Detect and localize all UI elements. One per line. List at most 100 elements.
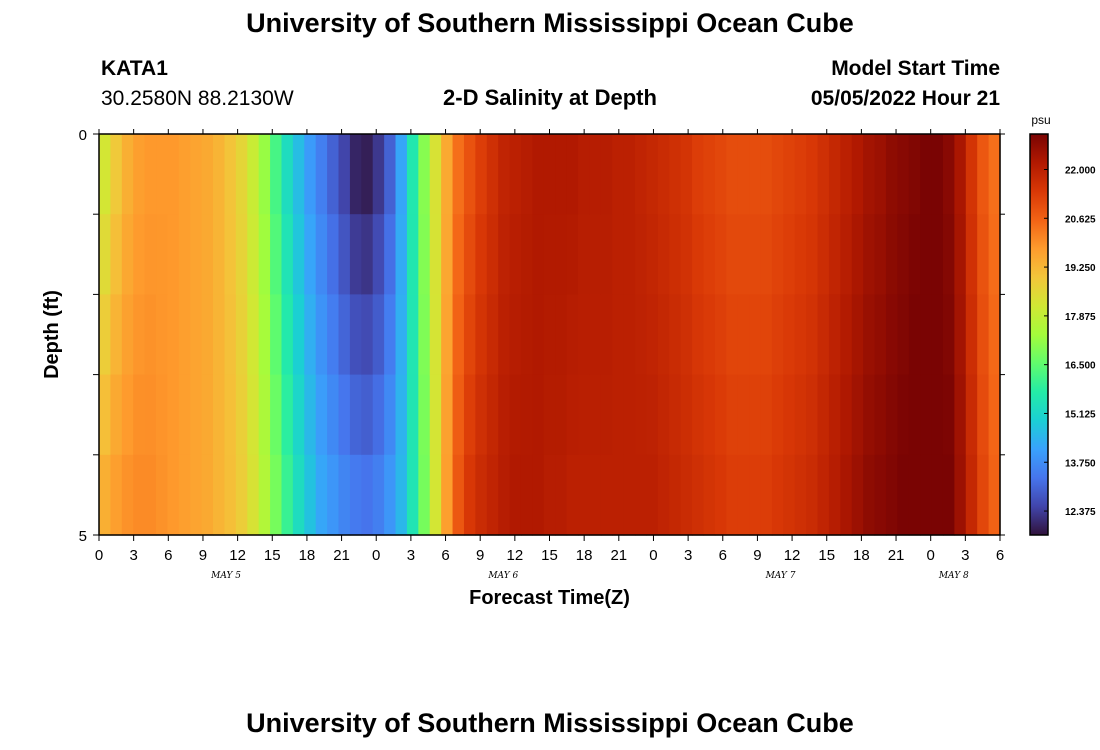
heatmap-cell: [977, 294, 990, 376]
heatmap-cell: [840, 214, 853, 295]
heatmap-cell: [235, 214, 248, 295]
heatmap-cell: [486, 454, 499, 536]
heatmap-cell: [315, 214, 328, 295]
heatmap-cell: [441, 134, 454, 215]
heatmap-cell: [121, 214, 134, 295]
heatmap-cell: [908, 134, 921, 215]
x-tick-labels: 0 3 6 9 12 15 18 21 0 3 6 9 12 15 18 21 0 3 6 9 12 15 18 21 0 3 6: [95, 547, 1004, 564]
heatmap-cell: [977, 214, 990, 295]
x-tick-label: 0: [649, 547, 657, 564]
heatmap-cell: [395, 214, 408, 295]
heatmap-cell: [361, 134, 374, 215]
heatmap-cell: [144, 134, 157, 215]
heatmap-cell: [726, 454, 739, 536]
heatmap-cell: [99, 294, 112, 376]
heatmap-cell: [281, 454, 294, 536]
heatmap-cell: [692, 374, 705, 456]
heatmap-cell: [635, 294, 648, 376]
heatmap-cell: [931, 294, 944, 376]
x-tick-label: 12: [229, 547, 246, 564]
heatmap-cell: [988, 214, 1001, 295]
heatmap-cell: [623, 294, 636, 376]
heatmap-cell: [771, 294, 784, 376]
heatmap-cell: [988, 134, 1001, 215]
colorbar-ticks: 22.000 20.625 19.250 17.875 16.500 15.125 13.7…: [1044, 165, 1096, 518]
heatmap-cell: [167, 374, 180, 456]
x-tick-label: 6: [164, 547, 172, 564]
heatmap-cell: [669, 454, 682, 536]
heatmap-cell: [156, 374, 169, 456]
heatmap-cell: [714, 374, 727, 456]
heatmap-cell: [555, 374, 568, 456]
heatmap-cell: [258, 374, 271, 456]
heatmap-cell: [395, 374, 408, 456]
date-labels: MAY 5 MAY 6 MAY 7 MAY 8: [210, 571, 969, 581]
heatmap-cell: [224, 214, 237, 295]
y-tick-label: 5: [79, 528, 87, 545]
heatmap-cell: [942, 374, 955, 456]
heatmap-cell: [315, 134, 328, 215]
heatmap-cell: [646, 134, 659, 215]
heatmap-cell: [692, 214, 705, 295]
heatmap-cell: [178, 454, 191, 536]
heatmap-cell: [623, 374, 636, 456]
heatmap-cell: [475, 294, 488, 376]
heatmap-cell: [783, 134, 796, 215]
heatmap-cell: [213, 374, 226, 456]
heatmap-cell: [167, 294, 180, 376]
heatmap-cell: [498, 134, 511, 215]
heatmap-cell: [589, 374, 602, 456]
heatmap-cell: [874, 214, 887, 295]
heatmap-cell: [349, 214, 362, 295]
heatmap-cell: [600, 374, 613, 456]
heatmap-cell: [498, 214, 511, 295]
heatmap-cell: [406, 214, 419, 295]
x-tick-label: 3: [129, 547, 137, 564]
heatmap-cell: [623, 214, 636, 295]
heatmap-cell: [144, 294, 157, 376]
x-tick-label: 21: [610, 547, 627, 564]
heatmap-cell: [509, 214, 522, 295]
heatmap-cell: [532, 294, 545, 376]
heatmap-cell: [201, 214, 214, 295]
heatmap-cell: [817, 214, 830, 295]
heatmap-cell: [463, 454, 476, 536]
heatmap-cell: [965, 454, 978, 536]
heatmap-cell: [635, 214, 648, 295]
heatmap-cell: [669, 134, 682, 215]
heatmap-cell: [361, 294, 374, 376]
heatmap-cell: [281, 294, 294, 376]
heatmap-cell: [897, 214, 910, 295]
heatmap-cell: [475, 454, 488, 536]
model-start-label: Model Start Time: [831, 57, 1000, 80]
colorbar-tick-label: 17.875: [1065, 312, 1096, 323]
plot-subtitle: 2-D Salinity at Depth: [443, 85, 657, 110]
heatmap-cell: [555, 454, 568, 536]
x-tick-label: 21: [333, 547, 350, 564]
heatmap-cell: [635, 134, 648, 215]
heatmap-cell: [349, 134, 362, 215]
heatmap-cell: [327, 134, 340, 215]
x-tick-label: 15: [264, 547, 281, 564]
heatmap-cell: [429, 134, 442, 215]
heatmap-cell: [201, 134, 214, 215]
heatmap-cell: [977, 374, 990, 456]
heatmap-cell: [532, 454, 545, 536]
heatmap-cell: [292, 134, 305, 215]
heatmap-cell: [349, 374, 362, 456]
heatmap-cell: [418, 454, 431, 536]
heatmap-cell: [954, 134, 967, 215]
heatmap-cell: [874, 374, 887, 456]
station-name: KATA1: [101, 57, 168, 80]
heatmap-cell: [749, 214, 762, 295]
heatmap-cell: [133, 374, 146, 456]
heatmap-cell: [486, 374, 499, 456]
colorbar-tick-label: 20.625: [1065, 214, 1096, 225]
heatmap-cell: [258, 134, 271, 215]
heatmap-cell: [680, 214, 693, 295]
heatmap-cell: [532, 134, 545, 215]
heatmap-cell: [600, 134, 613, 215]
x-tick-label: 3: [961, 547, 969, 564]
heatmap-cell: [589, 214, 602, 295]
x-tick-label: 18: [299, 547, 316, 564]
